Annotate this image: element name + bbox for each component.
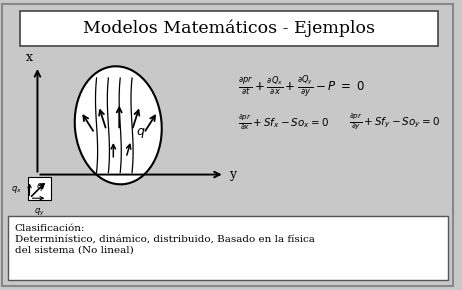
Ellipse shape <box>75 66 162 184</box>
Text: del sistema (No lineal): del sistema (No lineal) <box>15 246 134 255</box>
Bar <box>28 177 51 200</box>
Text: $q_x$: $q_x$ <box>11 184 22 195</box>
Text: $q_y$: $q_y$ <box>34 207 45 218</box>
Text: Determinístico, dinámico, distribuido, Basado en la física: Determinístico, dinámico, distribuido, B… <box>15 235 315 244</box>
FancyBboxPatch shape <box>8 216 448 280</box>
Text: Modelos Matemáticos - Ejemplos: Modelos Matemáticos - Ejemplos <box>83 20 375 37</box>
Text: x: x <box>26 51 33 64</box>
Text: Clasificación:: Clasificación: <box>15 224 85 233</box>
Text: y: y <box>229 168 236 181</box>
Text: $q$: $q$ <box>36 181 44 193</box>
FancyBboxPatch shape <box>2 4 453 286</box>
FancyBboxPatch shape <box>20 11 438 46</box>
Text: $\frac{\partial pr}{\partial y} + Sf_y - So_y = 0$: $\frac{\partial pr}{\partial y} + Sf_y -… <box>349 113 440 132</box>
Text: $\frac{\partial pr}{\partial x} + Sf_x - So_x = 0$: $\frac{\partial pr}{\partial x} + Sf_x -… <box>238 113 329 132</box>
Text: $\frac{\partial pr}{\partial t} + \frac{\partial Q_x}{\partial x} + \frac{\parti: $\frac{\partial pr}{\partial t} + \frac{… <box>238 73 365 99</box>
Text: $q$: $q$ <box>136 126 146 140</box>
